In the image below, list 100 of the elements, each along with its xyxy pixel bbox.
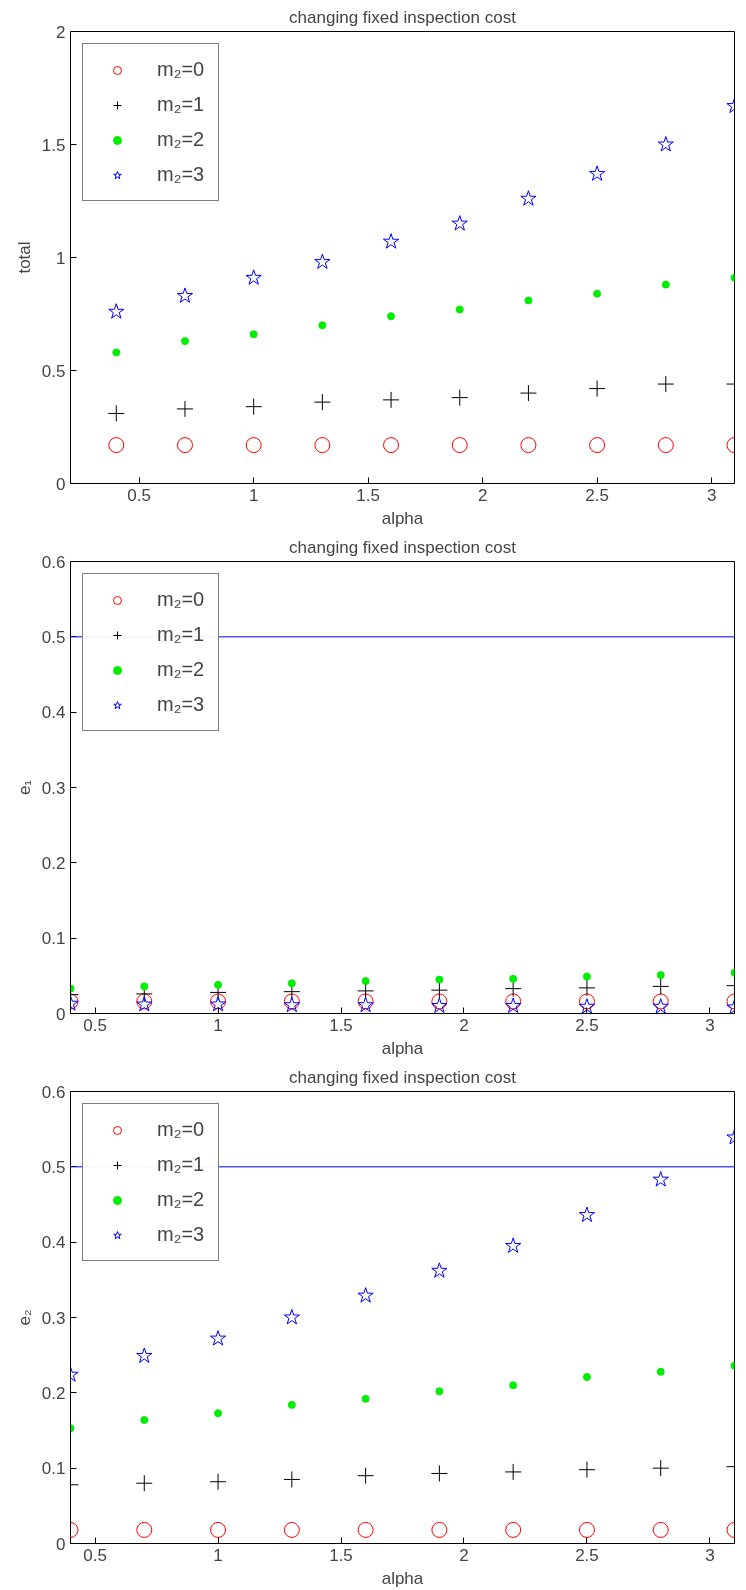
point — [283, 1521, 300, 1538]
point — [357, 1287, 374, 1303]
point — [112, 348, 121, 357]
point — [245, 269, 262, 285]
point — [383, 437, 400, 454]
x-tick-label: 0.5 — [83, 1015, 107, 1035]
point — [136, 1521, 153, 1538]
point — [509, 1381, 518, 1390]
point — [314, 437, 331, 454]
x-tick-label: 3 — [705, 1545, 715, 1565]
point — [108, 303, 125, 319]
x-tick-label: 2 — [459, 1545, 469, 1565]
legend-label: m₂=1 — [157, 1153, 205, 1176]
legend-label: m₂=3 — [157, 163, 205, 186]
chart-title: changing fixed inspection cost — [289, 537, 517, 557]
point — [108, 437, 125, 454]
legend-label: m₂=2 — [157, 658, 205, 681]
y-tick-label: 0.1 — [41, 1459, 66, 1479]
point — [455, 305, 464, 314]
legend-label: m₂=3 — [157, 1223, 205, 1246]
x-tick-label: 1.5 — [329, 1015, 353, 1035]
point — [430, 1464, 448, 1482]
point — [451, 389, 469, 407]
y-tick-label: 0.5 — [41, 361, 66, 381]
point — [589, 437, 606, 454]
legend-label: m₂=2 — [157, 1188, 205, 1211]
y-tick-label: 0.6 — [41, 552, 66, 572]
x-axis-title: alpha — [381, 508, 424, 528]
y-tick-label: 0.1 — [41, 929, 66, 949]
point — [652, 1521, 669, 1538]
point — [657, 136, 674, 152]
point — [578, 1521, 595, 1538]
x-tick-label: 2 — [477, 485, 488, 505]
point — [524, 296, 533, 305]
point — [136, 1347, 153, 1363]
x-tick-label: 1 — [248, 485, 259, 505]
legend-label: m₂=1 — [157, 93, 205, 116]
x-tick-label: 2 — [459, 1015, 469, 1035]
x-tick-label: 1 — [213, 1015, 223, 1035]
point — [435, 1387, 444, 1396]
point — [657, 437, 674, 454]
point — [657, 375, 675, 393]
point — [519, 384, 537, 402]
point — [245, 437, 262, 454]
point — [357, 1467, 375, 1485]
point — [578, 1461, 596, 1479]
y-tick-label: 0 — [56, 1534, 66, 1554]
legend-label: m₂=0 — [157, 1118, 205, 1141]
point — [176, 437, 193, 454]
point — [520, 190, 537, 206]
x-axis-title: alpha — [381, 1038, 424, 1058]
x-tick-label: 3 — [706, 485, 717, 505]
y-tick-label: 0.2 — [41, 853, 66, 873]
point — [180, 337, 189, 346]
point — [652, 1171, 669, 1187]
x-tick-label: 3 — [705, 1015, 715, 1035]
y-tick-label: 0.3 — [41, 1308, 66, 1328]
point — [582, 1373, 591, 1382]
legend-label: m₂=0 — [157, 588, 205, 611]
x-tick-label: 1 — [213, 1545, 223, 1565]
y-tick-label: 0.5 — [41, 627, 66, 647]
point — [451, 215, 468, 231]
point — [387, 312, 396, 321]
point — [135, 1474, 153, 1492]
point — [283, 1470, 301, 1488]
point — [520, 437, 537, 454]
point — [140, 1415, 149, 1424]
point — [176, 400, 194, 418]
point — [382, 391, 400, 409]
legend-label: m₂=3 — [157, 693, 205, 716]
point — [578, 1206, 596, 1223]
point — [249, 330, 258, 339]
x-tick-label: 2.5 — [575, 1015, 599, 1035]
y-tick-label: 0.3 — [41, 778, 66, 798]
point — [431, 1262, 448, 1278]
y-tick-label: 0.4 — [41, 703, 66, 723]
point — [314, 253, 331, 269]
y-axis-title: e₂ — [14, 1309, 34, 1326]
point — [214, 1409, 223, 1418]
y-axis-title: total — [14, 241, 34, 274]
point — [357, 1521, 374, 1538]
point — [505, 1237, 522, 1253]
x-axis-title: alpha — [381, 1568, 424, 1588]
point — [505, 1521, 522, 1538]
point — [313, 393, 331, 411]
point — [361, 1394, 370, 1403]
y-tick-label: 0.6 — [41, 1082, 66, 1102]
point — [431, 1521, 448, 1538]
y-tick-label: 0 — [56, 1004, 66, 1024]
point — [245, 398, 263, 416]
point — [588, 380, 606, 398]
point — [661, 280, 670, 289]
y-axis-title: e₁ — [14, 779, 34, 796]
point — [209, 1473, 227, 1491]
y-tick-label: 0.5 — [41, 1157, 66, 1177]
chart-title: changing fixed inspection cost — [289, 1067, 517, 1087]
point — [451, 437, 468, 454]
x-tick-label: 1.5 — [329, 1545, 353, 1565]
legend-label: m₂=2 — [157, 128, 205, 151]
x-tick-label: 0.5 — [83, 1545, 107, 1565]
